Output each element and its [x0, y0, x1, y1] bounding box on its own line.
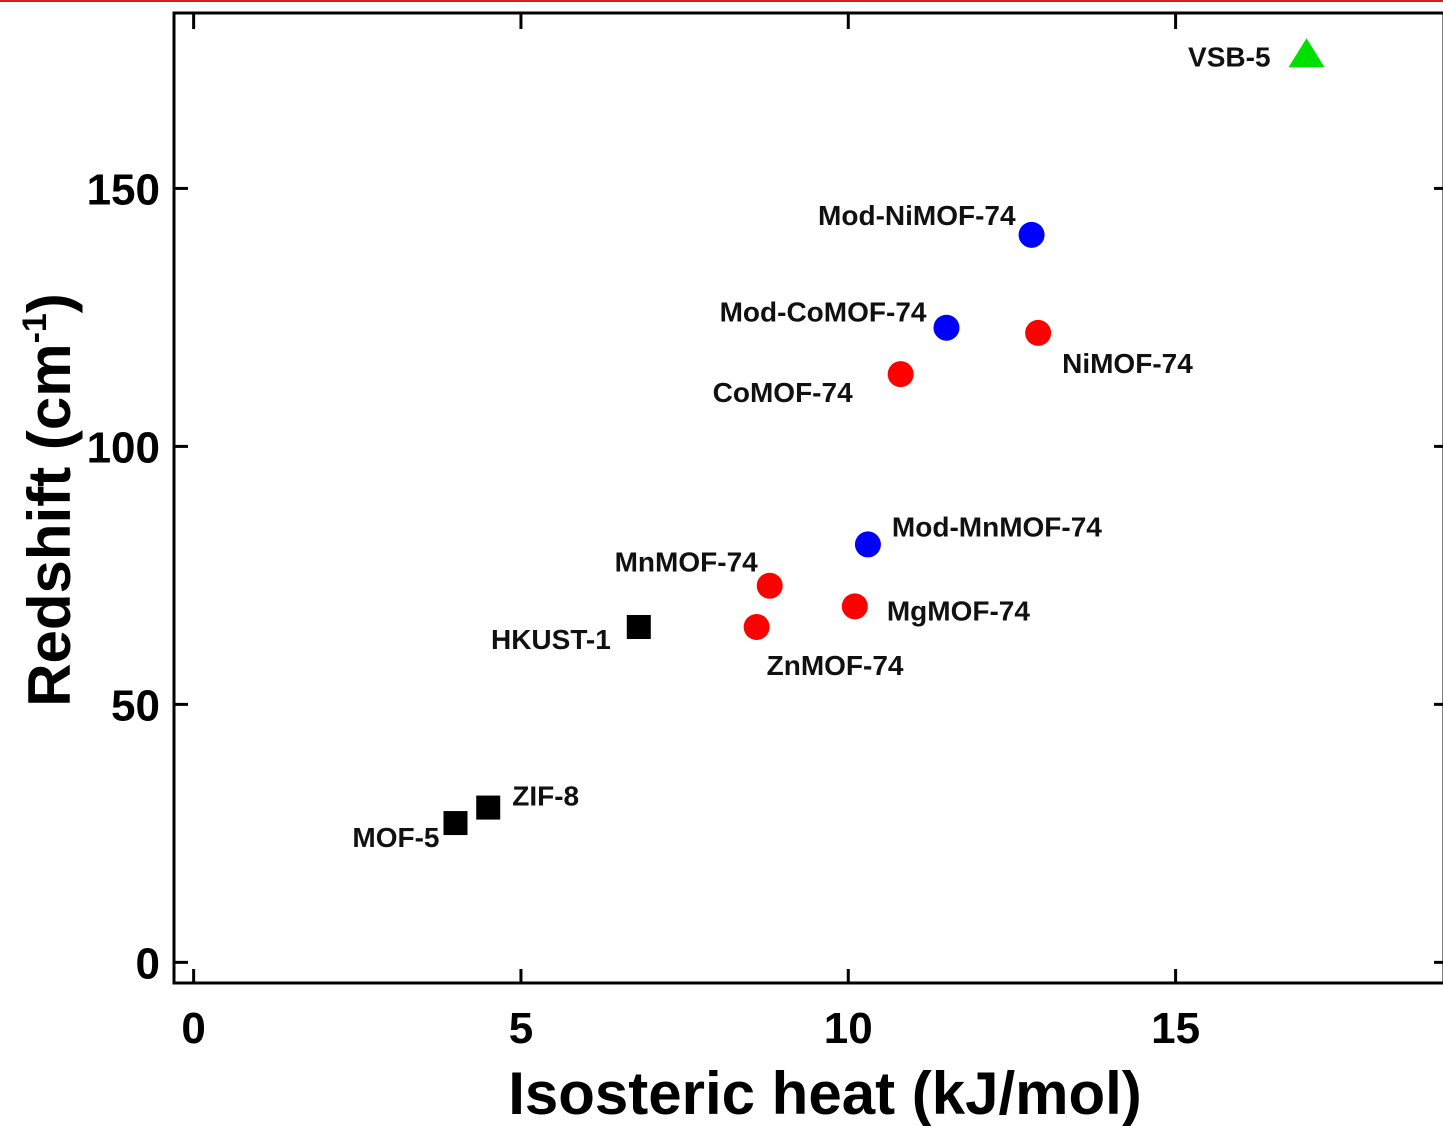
- x-axis-title: Isosteric heat (kJ/mol): [508, 1060, 1142, 1126]
- point-mod-comof-74: [933, 314, 960, 341]
- y-tick-label: 150: [87, 165, 160, 214]
- y-tick-label: 0: [136, 939, 160, 988]
- point-mnmof-74: [756, 572, 783, 599]
- point-labels: MOF-5 ZIF-8 HKUST-1 ZnMOF-74 MnMOF-74 MgMOF-7…: [352, 41, 1270, 853]
- label-nimof-74: NiMOF-74: [1062, 348, 1193, 379]
- plot-frame: [172, 11, 1443, 985]
- y-axis-title-close: ): [16, 293, 83, 313]
- point-zif-8: [476, 795, 501, 820]
- label-mod-nimof-74: Mod-NiMOF-74: [818, 200, 1016, 231]
- label-zif-8: ZIF-8: [512, 781, 579, 812]
- label-comof-74: CoMOF-74: [713, 377, 853, 408]
- y-tick-label: 100: [87, 423, 160, 472]
- label-mnmof-74: MnMOF-74: [615, 547, 759, 578]
- y-axis-title: Redshift (cm-1): [16, 293, 83, 707]
- point-comof-74: [887, 361, 914, 388]
- point-hkust-1: [626, 614, 651, 639]
- label-hkust-1: HKUST-1: [491, 624, 611, 655]
- x-tick-label: 0: [181, 1004, 205, 1053]
- y-axis-title-sup: -1: [16, 313, 54, 343]
- data-points: [443, 38, 1325, 836]
- y-axis-title-main: Redshift (cm: [16, 343, 83, 706]
- point-mof-5: [443, 811, 468, 836]
- x-tick-label: 15: [1151, 1004, 1200, 1053]
- top-rule: [0, 0, 1443, 2]
- label-mgmof-74: MgMOF-74: [887, 595, 1031, 626]
- label-mof-5: MOF-5: [352, 822, 439, 853]
- label-vsb-5: VSB-5: [1188, 41, 1270, 72]
- x-tick-label: 5: [509, 1004, 533, 1053]
- point-mgmof-74: [841, 593, 868, 620]
- point-nimof-74: [1025, 319, 1052, 346]
- point-vsb-5: [1288, 38, 1325, 68]
- point-mod-mnmof-74: [854, 531, 881, 558]
- point-mod-nimof-74: [1018, 221, 1045, 248]
- point-znmof-74: [743, 613, 770, 640]
- x-tick-label: 10: [824, 1004, 873, 1053]
- label-znmof-74: ZnMOF-74: [767, 650, 904, 681]
- label-mod-comof-74: Mod-CoMOF-74: [720, 297, 927, 328]
- axis-ticks: [174, 13, 1443, 983]
- y-tick-label: 50: [111, 681, 160, 730]
- label-mod-mnmof-74: Mod-MnMOF-74: [892, 511, 1102, 542]
